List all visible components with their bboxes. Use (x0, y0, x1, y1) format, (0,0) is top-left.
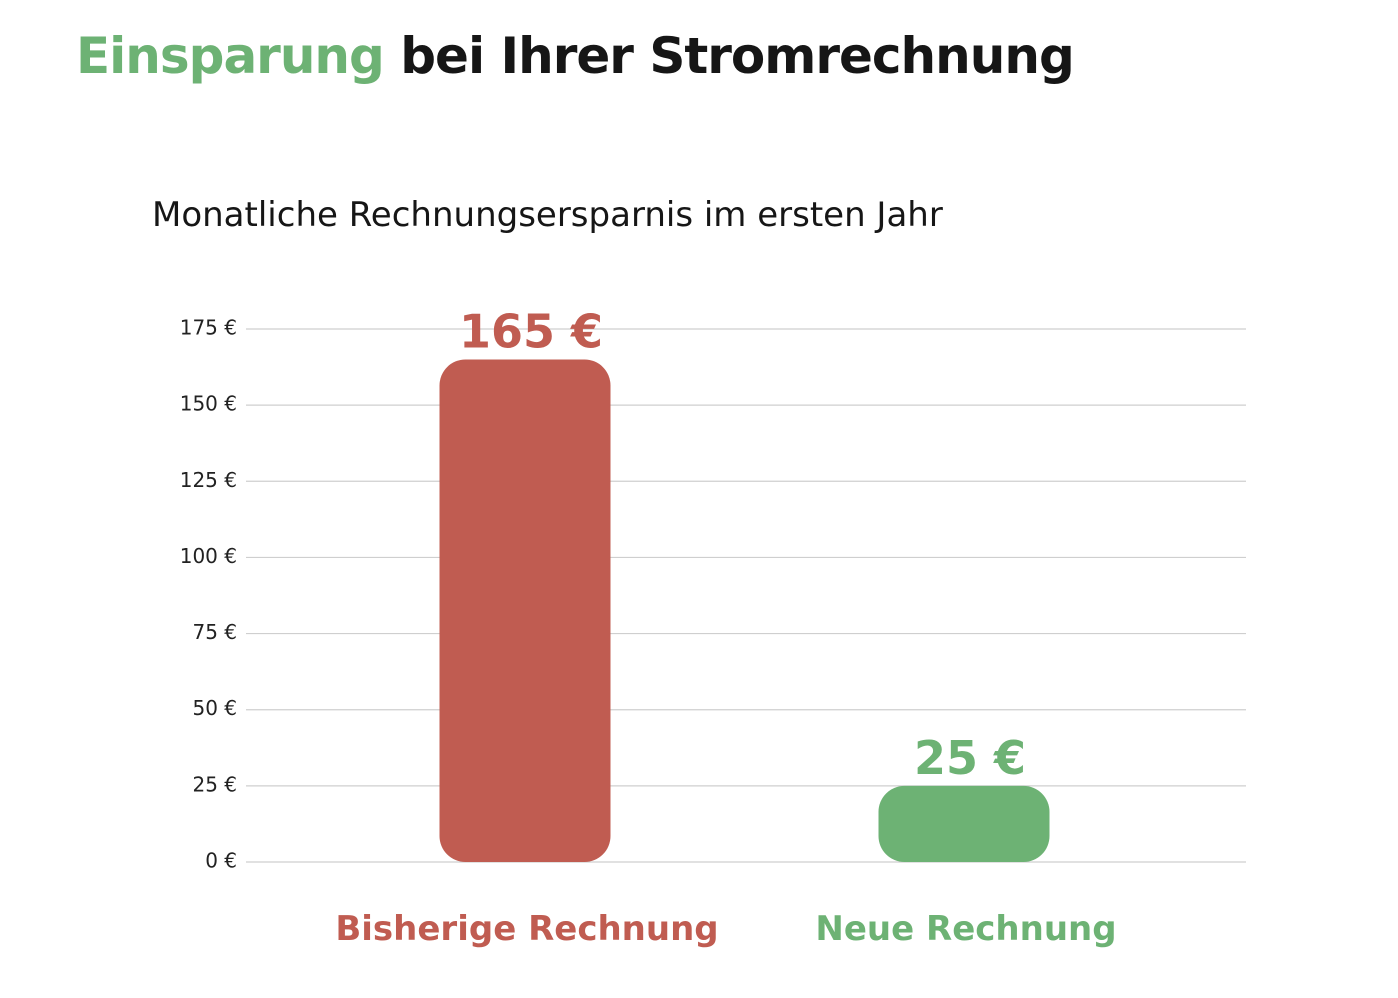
value-label: 25 € (914, 731, 1026, 785)
y-tick-label: 100 € (180, 544, 237, 568)
y-tick-label: 125 € (180, 468, 237, 492)
y-tick-label: 175 € (180, 316, 237, 340)
page-title: Einsparung bei Ihrer Stromrechnung (76, 22, 1075, 90)
value-label: 165 € (459, 304, 603, 358)
page-title-accent: Einsparung (76, 27, 385, 85)
y-tick-label: 0 € (205, 849, 237, 873)
y-tick-label: 75 € (192, 620, 237, 644)
y-tick-label: 25 € (192, 772, 237, 796)
chart-title: Monatliche Rechnungsersparnis im ersten … (152, 195, 943, 235)
page-title-rest: bei Ihrer Stromrechnung (400, 27, 1074, 85)
y-tick-label: 50 € (192, 696, 237, 720)
bar (439, 359, 611, 862)
y-tick-label: 150 € (180, 392, 237, 416)
category-label: Neue Rechnung (815, 909, 1116, 949)
bar (878, 785, 1050, 862)
category-label: Bisherige Rechnung (335, 909, 718, 949)
